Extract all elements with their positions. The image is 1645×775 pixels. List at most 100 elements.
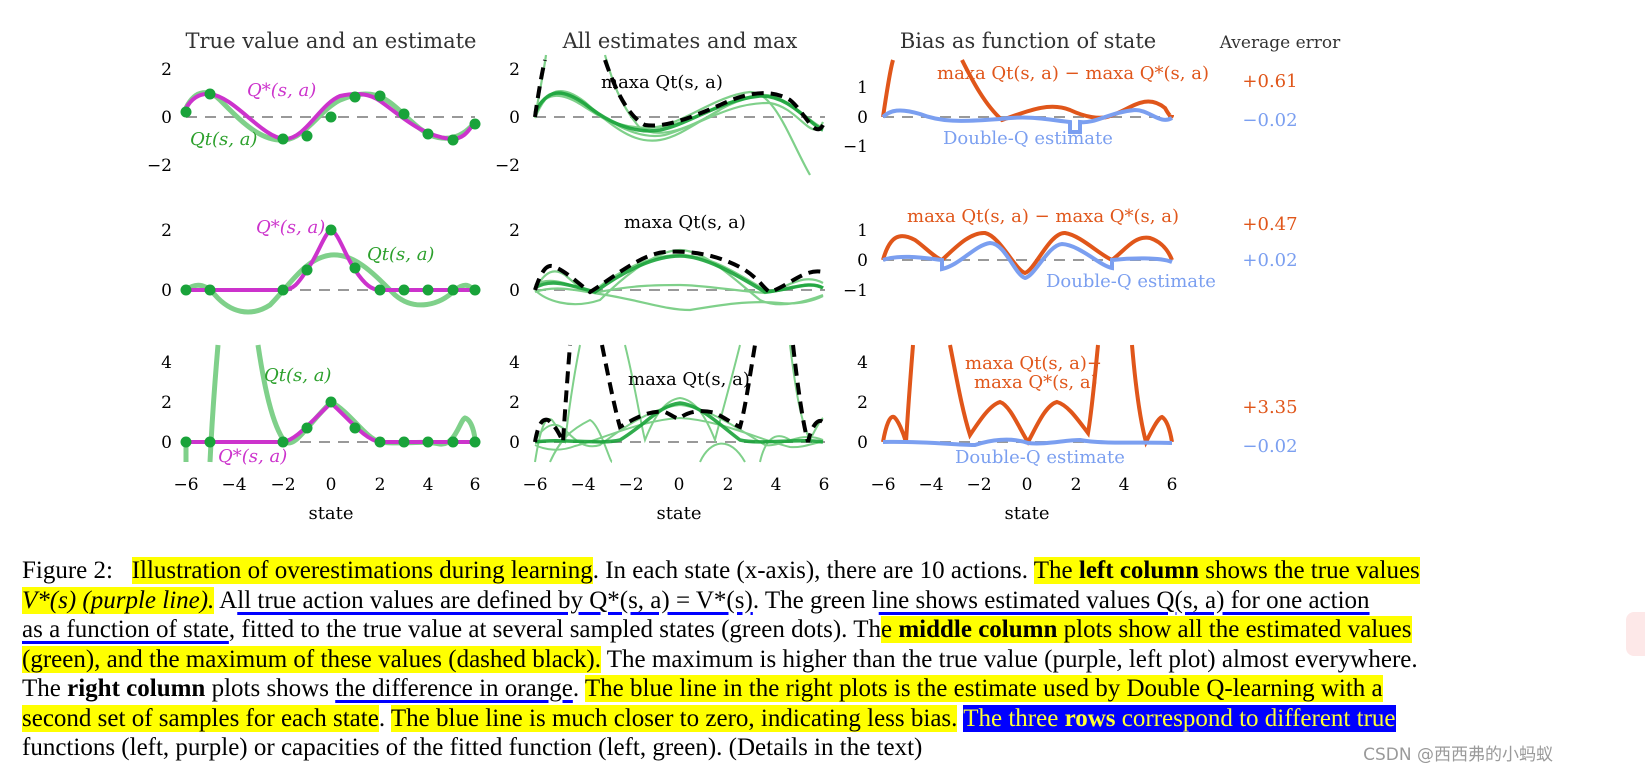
label-max-qt-row1: maxa Qt(s, a)	[601, 72, 723, 93]
svg-text:6: 6	[470, 475, 481, 495]
svg-text:0: 0	[161, 281, 172, 301]
label-max-qt-row3: maxa Qt(s, a)	[628, 369, 750, 390]
plot-row2-left: 2 0 Q*(s, a) Qt(s, a)	[161, 217, 481, 315]
svg-text:0: 0	[857, 251, 868, 271]
label-double-q-row3: Double-Q estimate	[955, 447, 1125, 468]
svg-text:2: 2	[1071, 475, 1082, 495]
floating-widget-edge[interactable]	[1626, 612, 1645, 656]
underline: the difference in orange	[335, 675, 573, 702]
figure-caption: Figure 2: Illustration of overestimation…	[22, 556, 1570, 763]
caption-line-6: second set of samples for each state. Th…	[22, 704, 1396, 732]
svg-text:2: 2	[161, 393, 172, 413]
label-max-qt-row2: maxa Qt(s, a)	[624, 212, 746, 233]
svg-text:6: 6	[819, 475, 830, 495]
svg-text:−6: −6	[522, 475, 547, 495]
svg-text:4: 4	[1119, 475, 1130, 495]
highlight: V*(s) (purple line).	[22, 586, 215, 614]
svg-text:2: 2	[375, 475, 386, 495]
svg-text:2: 2	[161, 60, 172, 80]
caption-line-5: The right column plots shows the differe…	[22, 675, 1383, 702]
svg-text:0: 0	[857, 108, 868, 128]
svg-text:2: 2	[509, 393, 520, 413]
svg-text:Q*(s, a): Q*(s, a)	[256, 217, 325, 238]
xticks-col1: −6 −4 −2 0 2 4 6	[173, 475, 480, 495]
svg-text:−1: −1	[843, 137, 868, 157]
svg-text:0: 0	[1022, 475, 1033, 495]
label-q-star: Q*(s, a)	[247, 80, 316, 101]
plot-row3-middle: 4 2 0 maxa Qt(s, a)	[509, 344, 825, 463]
caption-line-1: Figure 2: Illustration of overestimation…	[22, 557, 1420, 584]
svg-text:4: 4	[509, 353, 520, 373]
svg-text:Qt(s, a): Qt(s, a)	[264, 365, 331, 386]
svg-text:−2: −2	[618, 475, 643, 495]
avg-error-row1-blue: −0.02	[1242, 110, 1297, 131]
avg-error-row1-orange: +0.61	[1242, 71, 1297, 92]
caption-line-3: as a function of state, fitted to the tr…	[22, 616, 1412, 643]
figure-2: True value and an estimate All estimates…	[147, 29, 1341, 524]
selection-highlight: The three rows correspond to different t…	[963, 704, 1396, 732]
svg-text:4: 4	[161, 353, 172, 373]
figure-number: Figure 2:	[22, 557, 113, 584]
label-bias-row3-line1: maxa Qt(s, a)−	[965, 353, 1102, 374]
svg-text:−4: −4	[570, 475, 595, 495]
svg-text:2: 2	[509, 221, 520, 241]
svg-text:1: 1	[857, 221, 868, 241]
svg-text:0: 0	[161, 108, 172, 128]
svg-text:Qt(s, a): Qt(s, a)	[367, 244, 434, 265]
svg-text:0: 0	[857, 433, 868, 453]
svg-text:−1: −1	[843, 281, 868, 301]
svg-text:0: 0	[509, 281, 520, 301]
svg-text:2: 2	[509, 60, 520, 80]
svg-text:−2: −2	[270, 475, 295, 495]
avg-error-row2-orange: +0.47	[1242, 214, 1297, 235]
svg-text:2: 2	[723, 475, 734, 495]
caption-line-4: (green), and the maximum of these values…	[22, 645, 1418, 673]
title-col1: True value and an estimate	[186, 29, 477, 53]
underline: ine shows estimated values Q(s, a) for o…	[878, 586, 1370, 614]
svg-text:4: 4	[423, 475, 434, 495]
highlight: (green), and the maximum of these values…	[22, 645, 601, 673]
highlight: The blue line in the right plots is the …	[584, 675, 1383, 702]
xticks-col2: −6 −4 −2 0 2 4 6	[522, 475, 829, 495]
svg-text:Q*(s, a): Q*(s, a)	[218, 446, 287, 467]
xlabel-col2: state	[656, 503, 701, 524]
title-col4: Average error	[1219, 33, 1341, 53]
highlight: e middle column plots show all the estim…	[880, 616, 1412, 643]
plot-row3-left: 4 2 0 Qt(s, a) Q*(s, a)	[161, 344, 481, 467]
label-q-t: Qt(s, a)	[190, 129, 257, 150]
plot-row1-left: 2 0 −2 Q*(s, a) Qt(s, a)	[147, 60, 481, 176]
watermark: CSDN @西西弗的小蚂蚁	[1363, 745, 1553, 765]
label-bias-row3-line2: maxa Q*(s, a)	[974, 372, 1098, 393]
xticks-col3: −6 −4 −2 0 2 4 6	[870, 475, 1177, 495]
underline: ll true action values are defined by Q*(…	[237, 586, 753, 614]
highlight: second set of samples for each state	[22, 704, 379, 732]
svg-text:−6: −6	[870, 475, 895, 495]
highlight: The left column shows the true values	[1033, 557, 1420, 584]
svg-text:4: 4	[771, 475, 782, 495]
svg-text:0: 0	[509, 433, 520, 453]
xlabel-col3: state	[1004, 503, 1049, 524]
avg-error-row2-blue: +0.02	[1242, 250, 1297, 271]
title-col2: All estimates and max	[562, 29, 798, 53]
svg-text:2: 2	[857, 393, 868, 413]
svg-text:0: 0	[509, 108, 520, 128]
svg-text:6: 6	[1167, 475, 1178, 495]
title-col3: Bias as function of state	[900, 29, 1156, 53]
label-bias-row1: maxa Qt(s, a) − maxa Q*(s, a)	[937, 63, 1209, 84]
plot-row3-right: 4 2 0 maxa Qt(s, a)− maxa Q*(s, a) Doubl…	[857, 344, 1174, 468]
svg-text:0: 0	[326, 475, 337, 495]
plot-row1-right: 1 0 −1 maxa Qt(s, a) − maxa Q*(s, a) Dou…	[843, 59, 1209, 157]
underline: as a function of state	[22, 616, 229, 643]
svg-text:−4: −4	[918, 475, 943, 495]
avg-error-row3-blue: −0.02	[1242, 436, 1297, 457]
label-bias-row2: maxa Qt(s, a) − maxa Q*(s, a)	[907, 206, 1179, 227]
svg-text:−2: −2	[147, 156, 172, 176]
label-double-q-row1: Double-Q estimate	[943, 128, 1113, 149]
svg-text:−2: −2	[495, 156, 520, 176]
svg-text:0: 0	[161, 433, 172, 453]
plot-row2-right: 1 0 −1 maxa Qt(s, a) − maxa Q*(s, a) Dou…	[843, 206, 1216, 301]
svg-text:−2: −2	[966, 475, 991, 495]
label-double-q-row2: Double-Q estimate	[1046, 271, 1216, 292]
highlight: The blue line is much closer to zero, in…	[390, 704, 958, 732]
caption-line-7: functions (left, purple) or capacities o…	[22, 734, 923, 761]
